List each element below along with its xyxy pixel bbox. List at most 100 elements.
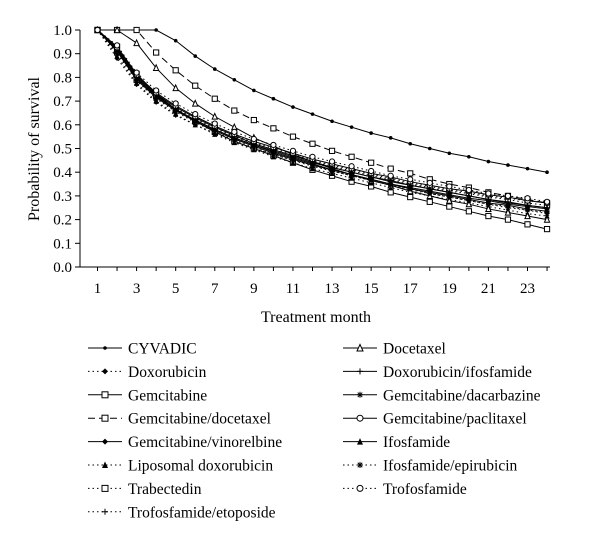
series-3	[94, 26, 551, 207]
data-point	[212, 67, 217, 71]
x-tick-label: 5	[172, 281, 180, 297]
x-tick-label: 17	[403, 281, 419, 297]
series-line	[97, 29, 548, 173]
data-point	[330, 119, 334, 124]
data-point	[212, 129, 218, 135]
data-point	[153, 49, 160, 56]
data-point	[407, 186, 413, 192]
x-tick-label: 21	[481, 281, 496, 297]
legend-item: Gemcitabine/paclitaxel	[343, 411, 527, 428]
x-tick-label: 13	[325, 281, 340, 297]
axes: 0.00.10.20.30.40.50.60.70.80.91.01 3 5 7 9 11…	[53, 23, 550, 297]
series-layer	[94, 25, 551, 233]
legend-item: Doxorubicin/ifosfamide	[343, 364, 532, 381]
data-point	[387, 172, 394, 179]
legend-item: Gemcitabine/dacarbazine	[343, 387, 541, 404]
data-point	[152, 63, 160, 72]
data-point	[291, 105, 295, 109]
data-point	[211, 95, 218, 102]
legend: CYVADIC Doxorubicin Gemcitabine Gemcitabine…	[88, 341, 541, 521]
legend-label: Liposomal doxorubicin	[128, 458, 273, 475]
series-line	[97, 29, 548, 212]
data-point	[172, 100, 179, 107]
data-point	[368, 159, 375, 166]
series-line	[97, 29, 548, 215]
series-9	[94, 27, 550, 211]
y-tick-label: 0.1	[53, 236, 72, 252]
y-tick-label: 0.7	[53, 94, 72, 110]
data-point	[309, 159, 316, 166]
legend-item: Ifosfamide/epirubicin	[343, 458, 518, 475]
legend-swatch-marker	[102, 508, 108, 515]
data-point	[486, 159, 491, 164]
data-point	[465, 199, 473, 208]
y-axis-title: Probability of survival	[26, 76, 43, 221]
data-point	[211, 112, 219, 120]
data-point	[270, 147, 277, 154]
y-tick-label: 0.9	[53, 47, 72, 63]
data-point	[309, 153, 316, 160]
data-point	[524, 195, 531, 202]
legend-item: Gemcitabine/vinorelbine	[88, 434, 282, 451]
data-point	[446, 189, 452, 195]
data-point	[485, 201, 492, 207]
data-point	[388, 136, 393, 140]
data-point	[172, 83, 180, 92]
series-8	[94, 25, 551, 223]
data-point	[426, 198, 433, 205]
data-point	[525, 166, 530, 171]
data-point	[524, 211, 531, 220]
x-tick-label: 15	[364, 281, 379, 297]
data-point	[290, 153, 296, 160]
legend-swatch-marker	[102, 461, 108, 468]
data-point	[369, 131, 373, 135]
data-point	[153, 87, 160, 94]
data-point	[173, 38, 178, 43]
x-tick-label: 7	[211, 281, 219, 297]
legend-swatch-marker	[101, 391, 109, 399]
data-point	[387, 189, 394, 196]
series-10	[94, 27, 550, 214]
series-line	[97, 29, 548, 204]
legend-swatch-marker	[356, 414, 364, 422]
data-point	[485, 190, 492, 197]
series-4	[94, 27, 550, 212]
y-tick-label: 0.5	[53, 142, 72, 158]
data-point	[310, 112, 315, 116]
series-1	[94, 27, 550, 216]
legend-label: Gemcitabine/paclitaxel	[383, 411, 527, 428]
y-tick-label: 1.0	[53, 23, 72, 39]
series-line	[97, 29, 548, 203]
legend-label: Gemcitabine/vinorelbine	[128, 434, 282, 451]
data-point	[232, 77, 237, 82]
data-point	[524, 207, 531, 213]
y-tick-label: 0.2	[53, 213, 72, 229]
data-point	[270, 141, 277, 149]
data-point	[289, 147, 297, 154]
series-14	[94, 26, 551, 205]
data-point	[348, 169, 355, 175]
legend-swatch-marker	[103, 346, 107, 350]
legend-swatch-marker	[101, 414, 109, 422]
data-point	[251, 144, 257, 150]
legend-swatch-marker	[102, 368, 108, 375]
legend-item: Gemcitabine/docetaxel	[88, 411, 271, 428]
data-point	[543, 215, 551, 223]
data-point	[388, 178, 394, 185]
data-point	[192, 82, 199, 89]
data-point	[368, 177, 374, 184]
data-point	[270, 151, 277, 158]
data-point	[231, 128, 238, 136]
series-13	[94, 27, 550, 217]
data-point	[445, 196, 453, 204]
data-point	[427, 190, 433, 197]
data-point	[466, 198, 472, 204]
series-line	[97, 29, 548, 204]
data-point	[309, 163, 316, 169]
data-point	[504, 192, 512, 199]
legend-label: Gemcitabine	[128, 387, 207, 404]
legend-label: Trofosfamide/etoposide	[128, 504, 276, 521]
data-point	[368, 173, 374, 180]
x-tick-label: 19	[442, 281, 457, 297]
data-point	[113, 25, 121, 34]
